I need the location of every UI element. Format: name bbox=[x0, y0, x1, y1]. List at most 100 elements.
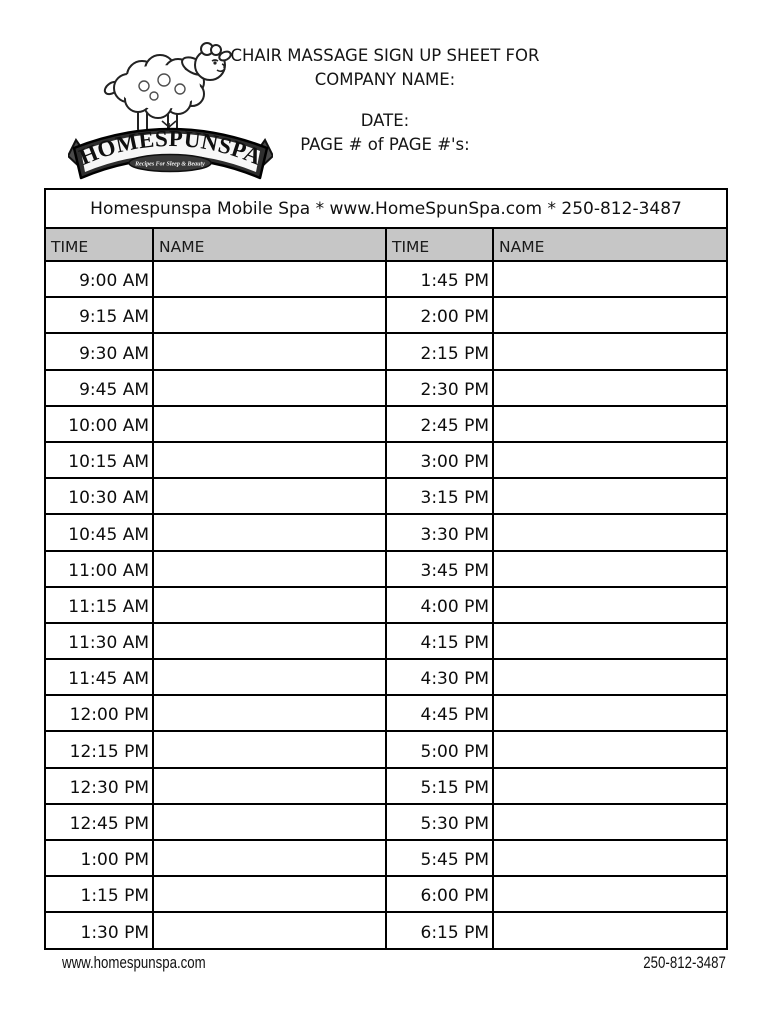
time-slot-cell: 4:00 PM bbox=[385, 585, 494, 624]
signup-name-cell[interactable] bbox=[492, 296, 728, 335]
signup-name-cell[interactable] bbox=[152, 368, 387, 407]
signup-name-cell[interactable] bbox=[152, 259, 387, 299]
signup-name-cell[interactable] bbox=[492, 658, 728, 697]
time-slot-cell: 3:00 PM bbox=[385, 440, 494, 480]
signup-name-cell[interactable] bbox=[492, 621, 728, 661]
sheet-title-line2: COMPANY NAME: bbox=[314, 70, 456, 89]
time-slot-cell: 9:45 AM bbox=[44, 368, 154, 407]
time-slot-cell: 1:45 PM bbox=[385, 259, 494, 299]
signup-name-cell[interactable] bbox=[492, 838, 728, 878]
time-slot-cell: 2:45 PM bbox=[385, 404, 494, 443]
table-row: 12:30 PM 5:15 PM bbox=[44, 766, 728, 805]
signup-name-cell[interactable] bbox=[152, 766, 387, 805]
table-row: 11:30 AM 4:15 PM bbox=[44, 621, 728, 661]
signup-table: Homespunspa Mobile Spa * www.HomeSpunSpa… bbox=[44, 188, 728, 950]
signup-name-cell[interactable] bbox=[492, 404, 728, 443]
signup-name-cell[interactable] bbox=[492, 259, 728, 299]
signup-name-cell[interactable] bbox=[152, 332, 387, 371]
time-slot-cell: 4:30 PM bbox=[385, 658, 494, 697]
time-slot-cell: 9:15 AM bbox=[44, 296, 154, 335]
time-slot-cell: 2:15 PM bbox=[385, 332, 494, 371]
time-slot-cell: 11:00 AM bbox=[44, 549, 154, 588]
signup-name-cell[interactable] bbox=[152, 296, 387, 335]
signup-table-body: 9:00 AM 1:45 PM 9:15 AM 2:00 PM 9:30 AM 2:15 … bbox=[44, 259, 728, 950]
time-slot-cell: 4:15 PM bbox=[385, 621, 494, 661]
table-row: 10:45 AM 3:30 PM bbox=[44, 513, 728, 552]
col-header-time-2: TIME bbox=[385, 227, 494, 262]
homespunspa-logo: HOMESPUNSPA Recipes For Sleep & Beauty bbox=[68, 42, 273, 180]
logo-ribbon: HOMESPUNSPA Recipes For Sleep & Beauty bbox=[68, 126, 273, 180]
sheet-title-line1: CHAIR MASSAGE SIGN UP SHEET FOR bbox=[230, 46, 540, 65]
page-count-label: PAGE # of PAGE #'s: bbox=[300, 135, 470, 154]
col-header-name-1: NAME bbox=[152, 227, 387, 262]
signup-name-cell[interactable] bbox=[152, 477, 387, 516]
time-slot-cell: 5:30 PM bbox=[385, 802, 494, 842]
signup-name-cell[interactable] bbox=[152, 658, 387, 697]
signup-name-cell[interactable] bbox=[152, 585, 387, 624]
signup-name-cell[interactable] bbox=[492, 585, 728, 624]
signup-name-cell[interactable] bbox=[152, 875, 387, 914]
table-row: 10:30 AM 3:15 PM bbox=[44, 477, 728, 516]
signup-name-cell[interactable] bbox=[492, 477, 728, 516]
signup-name-cell[interactable] bbox=[152, 621, 387, 661]
time-slot-cell: 1:30 PM bbox=[44, 911, 154, 950]
signup-name-cell[interactable] bbox=[492, 694, 728, 733]
signup-name-cell[interactable] bbox=[152, 694, 387, 733]
time-slot-cell: 5:15 PM bbox=[385, 766, 494, 805]
signup-name-cell[interactable] bbox=[492, 332, 728, 371]
footer-phone: 250-812-3487 bbox=[643, 953, 726, 972]
signup-name-cell[interactable] bbox=[492, 513, 728, 552]
signup-name-cell[interactable] bbox=[152, 549, 387, 588]
table-row: 9:00 AM 1:45 PM bbox=[44, 259, 728, 299]
time-slot-cell: 10:15 AM bbox=[44, 440, 154, 480]
footer-website: www.homespunspa.com bbox=[62, 953, 206, 972]
signup-name-cell[interactable] bbox=[152, 802, 387, 842]
table-row: 1:15 PM 6:00 PM bbox=[44, 875, 728, 914]
signup-name-cell[interactable] bbox=[492, 911, 728, 950]
time-slot-cell: 1:00 PM bbox=[44, 838, 154, 878]
col-header-name-2: NAME bbox=[492, 227, 728, 262]
signup-name-cell[interactable] bbox=[492, 440, 728, 480]
time-slot-cell: 11:30 AM bbox=[44, 621, 154, 661]
time-slot-cell: 11:15 AM bbox=[44, 585, 154, 624]
table-row: 12:45 PM 5:30 PM bbox=[44, 802, 728, 842]
signup-name-cell[interactable] bbox=[492, 802, 728, 842]
table-banner: Homespunspa Mobile Spa * www.HomeSpunSpa… bbox=[44, 188, 728, 229]
date-label: DATE: bbox=[360, 111, 410, 130]
signup-name-cell[interactable] bbox=[152, 440, 387, 480]
time-slot-cell: 10:00 AM bbox=[44, 404, 154, 443]
signup-name-cell[interactable] bbox=[152, 911, 387, 950]
signup-name-cell[interactable] bbox=[492, 875, 728, 914]
time-slot-cell: 5:45 PM bbox=[385, 838, 494, 878]
time-slot-cell: 10:30 AM bbox=[44, 477, 154, 516]
signup-name-cell[interactable] bbox=[152, 404, 387, 443]
time-slot-cell: 2:30 PM bbox=[385, 368, 494, 407]
time-slot-cell: 9:30 AM bbox=[44, 332, 154, 371]
logo-tagline: Recipes For Sleep & Beauty bbox=[134, 162, 205, 168]
table-row: 11:15 AM 4:00 PM bbox=[44, 585, 728, 624]
signup-name-cell[interactable] bbox=[152, 513, 387, 552]
col-header-time-1: TIME bbox=[44, 227, 154, 262]
table-row: 12:00 PM 4:45 PM bbox=[44, 694, 728, 733]
signup-name-cell[interactable] bbox=[152, 730, 387, 769]
signup-name-cell[interactable] bbox=[492, 549, 728, 588]
table-row: 9:30 AM 2:15 PM bbox=[44, 332, 728, 371]
table-row: 10:00 AM 2:45 PM bbox=[44, 404, 728, 443]
table-row: 9:15 AM 2:00 PM bbox=[44, 296, 728, 335]
table-column-header-row: TIME NAME TIME NAME bbox=[44, 227, 728, 262]
time-slot-cell: 6:00 PM bbox=[385, 875, 494, 914]
time-slot-cell: 5:00 PM bbox=[385, 730, 494, 769]
time-slot-cell: 1:15 PM bbox=[44, 875, 154, 914]
header-spacer bbox=[0, 92, 770, 109]
signup-name-cell[interactable] bbox=[492, 766, 728, 805]
table-row: 1:30 PM 6:15 PM bbox=[44, 911, 728, 950]
time-slot-cell: 12:00 PM bbox=[44, 694, 154, 733]
signup-name-cell[interactable] bbox=[492, 368, 728, 407]
signup-name-cell[interactable] bbox=[492, 730, 728, 769]
signup-name-cell[interactable] bbox=[152, 838, 387, 878]
table-row: 12:15 PM 5:00 PM bbox=[44, 730, 728, 769]
sheep-icon bbox=[103, 42, 232, 133]
document-header: CHAIR MASSAGE SIGN UP SHEET FOR COMPANY … bbox=[0, 44, 770, 157]
table-row: 11:00 AM 3:45 PM bbox=[44, 549, 728, 588]
